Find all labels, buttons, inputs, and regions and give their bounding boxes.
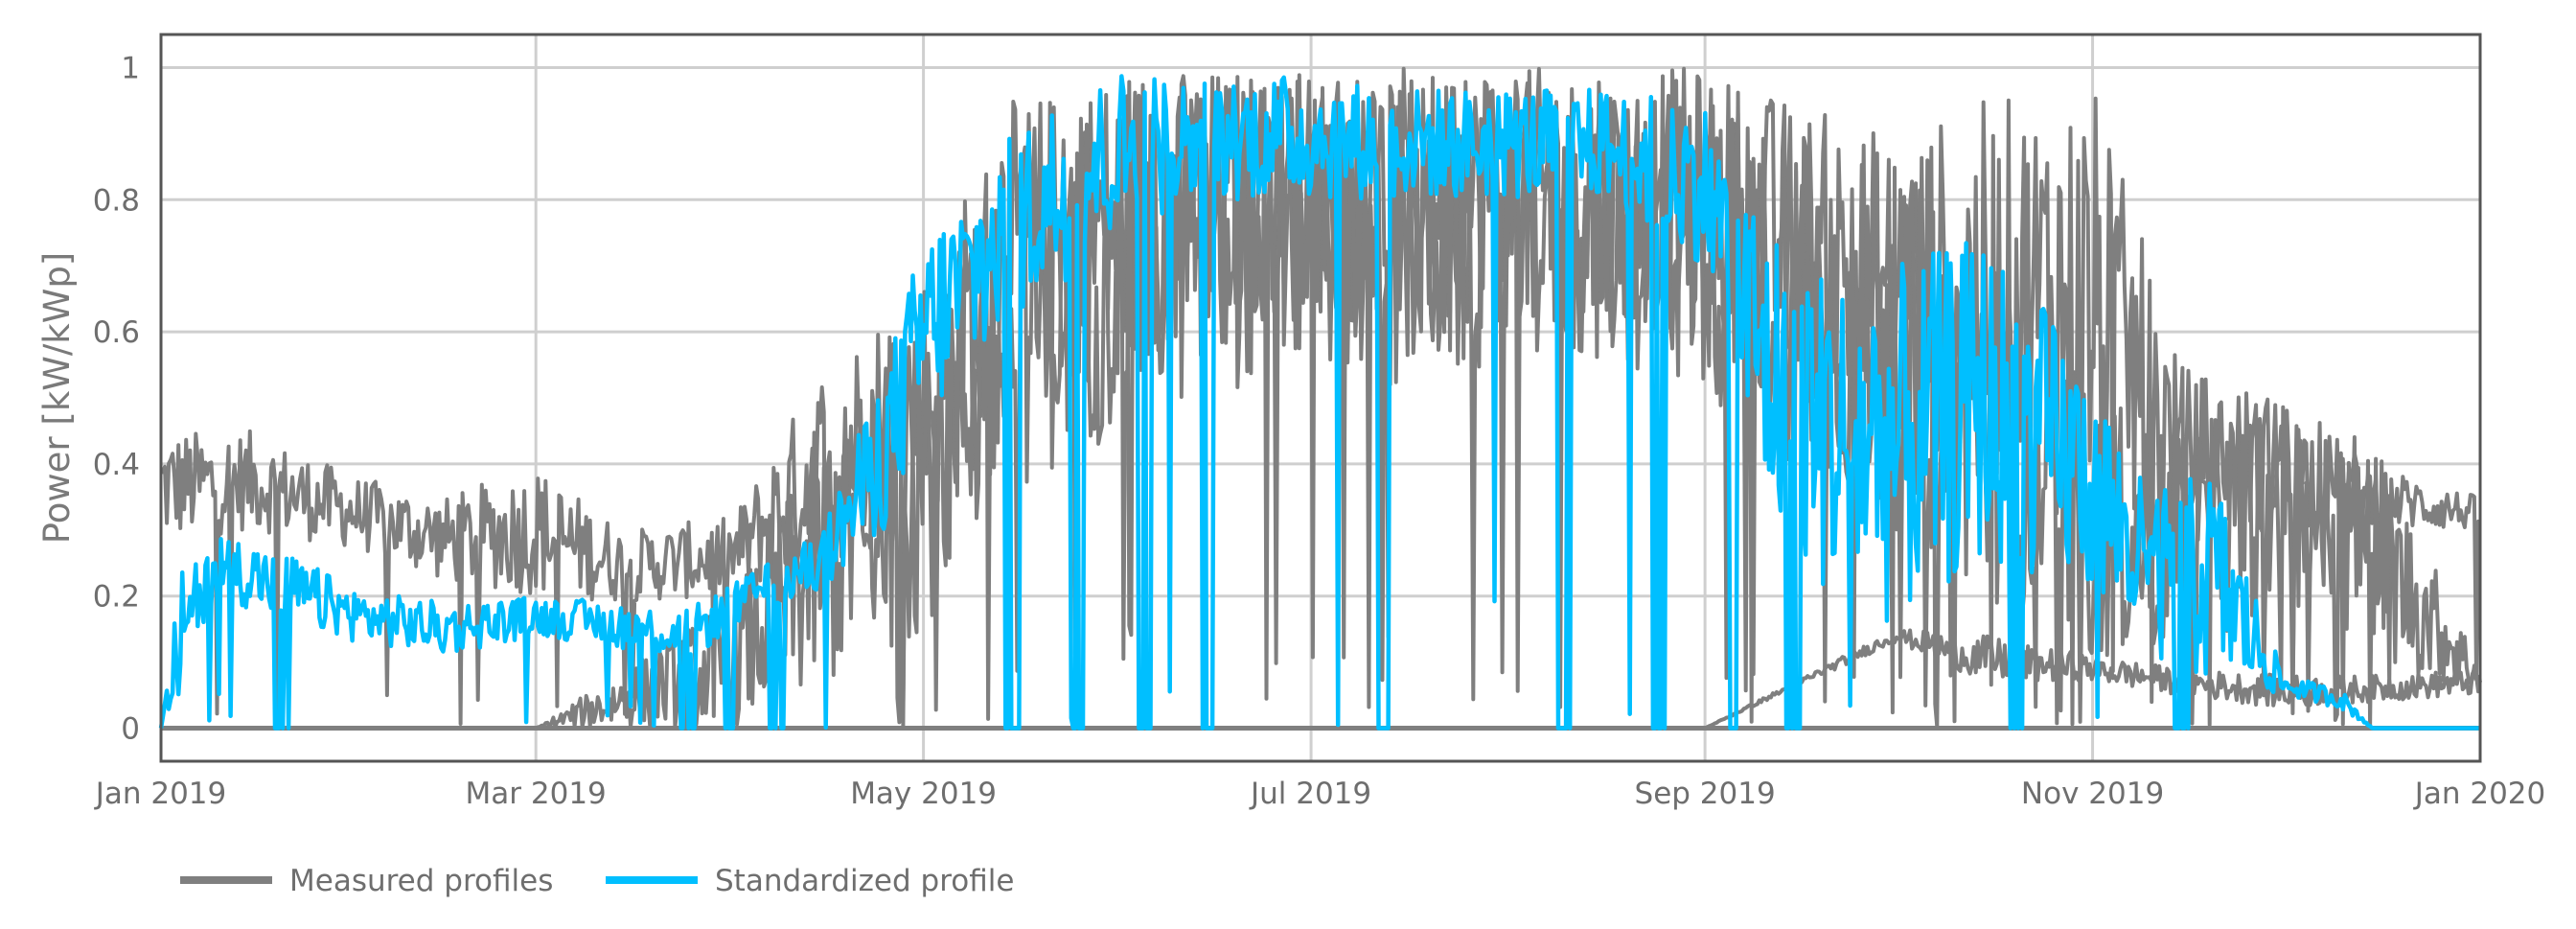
- legend: Measured profiles Standardized profile: [180, 864, 1014, 898]
- y-tick-label: 0: [121, 712, 140, 747]
- x-tick-label: Jan 2020: [2413, 777, 2546, 811]
- y-tick-label: 0.4: [93, 448, 140, 482]
- y-tick-label: 0.6: [93, 315, 140, 350]
- y-axis-title: Power [kW/kWp]: [36, 252, 78, 544]
- legend-label-standardized: Standardized profile: [715, 864, 1014, 898]
- y-axis-ticks: 0 0.2 0.4 0.6 0.8 1: [93, 51, 140, 746]
- y-tick-label: 0.8: [93, 183, 140, 218]
- y-tick-label: 1: [121, 51, 140, 85]
- series-layer: [158, 66, 2482, 731]
- x-tick-label: Nov 2019: [2021, 777, 2164, 811]
- y-tick-label: 0.2: [93, 580, 140, 615]
- x-axis-ticks: Jan 2019 Mar 2019 May 2019 Jul 2019 Sep 2019…: [94, 777, 2546, 811]
- legend-label-measured: Measured profiles: [289, 864, 553, 898]
- x-tick-label: May 2019: [850, 777, 997, 811]
- x-tick-label: Jul 2019: [1249, 777, 1371, 811]
- x-tick-label: Sep 2019: [1635, 777, 1776, 811]
- series-line-measured: [159, 66, 2482, 730]
- plot-frame: [159, 33, 2482, 763]
- series-line-measured: [161, 628, 2482, 731]
- series-line-standardized: [158, 74, 2481, 731]
- x-tick-label: Jan 2019: [94, 777, 227, 811]
- x-tick-label: Mar 2019: [466, 777, 607, 811]
